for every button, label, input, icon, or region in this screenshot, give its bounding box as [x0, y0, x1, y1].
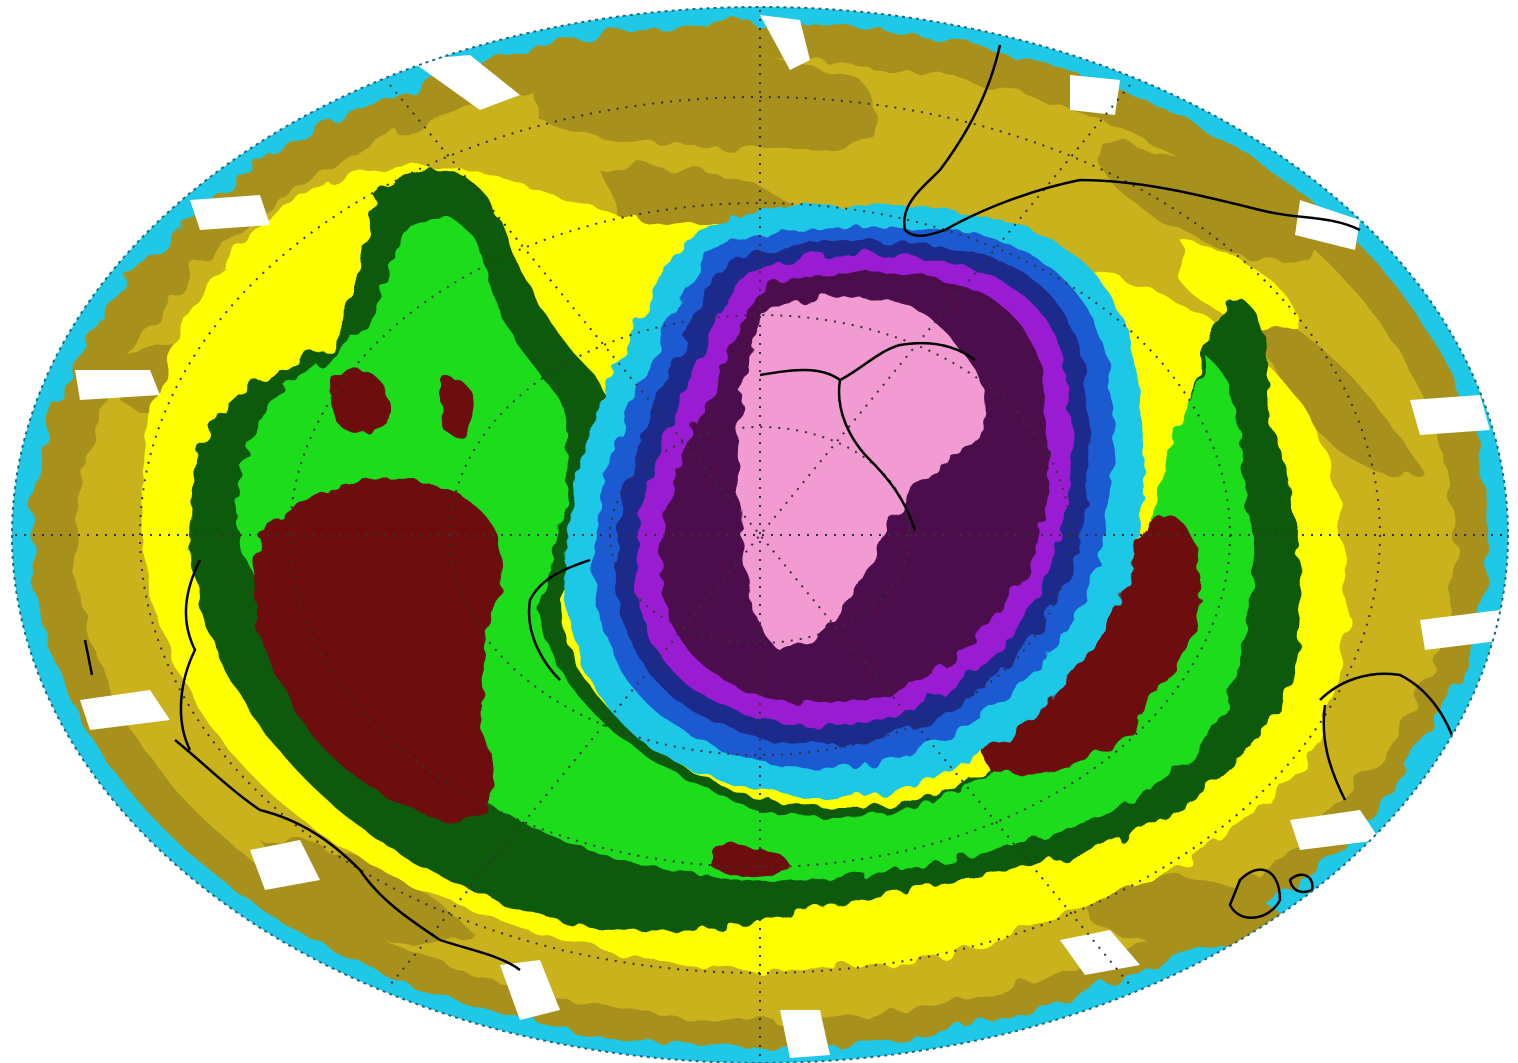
coastlines — [83, 44, 1462, 972]
graticule — [15, 10, 1505, 1060]
globe — [12, 7, 1508, 1063]
green-layer — [237, 218, 1253, 881]
vortex-pink-center — [737, 296, 987, 650]
polar-vortex — [564, 205, 1144, 798]
globe-outline — [11, 6, 1509, 1063]
data-gaps — [75, 15, 1505, 1058]
